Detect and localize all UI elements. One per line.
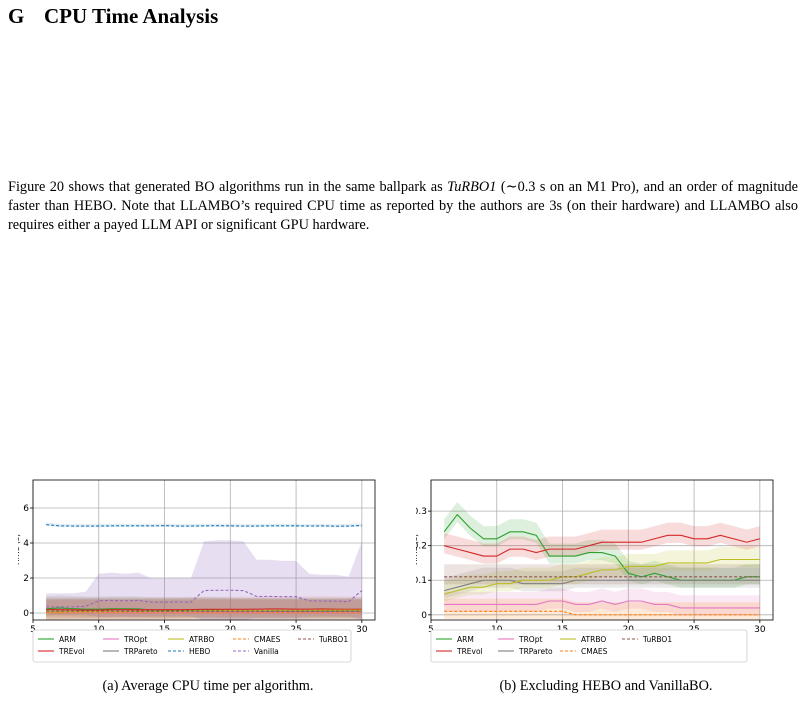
series-line-trevol: [46, 608, 362, 611]
chart-a: 510152025300246Time (s)ARMTREvolTROptTRP…: [18, 479, 376, 663]
legend-label-tropt: TROpt: [123, 635, 147, 644]
y-tick-label: 0.1: [416, 576, 427, 586]
legend-label-arm: ARM: [457, 635, 474, 644]
x-tick-label: 30: [356, 625, 368, 635]
body-paragraph: Figure 20 shows that generated BO algori…: [8, 178, 798, 235]
section-heading: G CPU Time Analysis: [8, 4, 218, 29]
caption-b: (b) Excluding HEBO and VanillaBO.: [499, 678, 713, 694]
x-tick-label: 30: [754, 625, 766, 635]
band-arm: [444, 501, 760, 588]
legend-label-turbo1: TuRBO1: [318, 635, 348, 644]
legend-label-trpareto: TRPareto: [123, 647, 158, 656]
series-line-vanilla: [46, 589, 363, 608]
band-hebo: [46, 522, 362, 528]
y-axis-label: Time (s): [416, 534, 419, 568]
y-tick-label: 4: [23, 539, 29, 549]
band-tropt: [444, 588, 760, 616]
caption-a: (a) Average CPU time per algorithm.: [102, 678, 314, 694]
plot-frame: [32, 479, 376, 621]
legend-label-trevol: TREvol: [456, 647, 483, 656]
series-line-trevol: [444, 534, 760, 557]
paragraph-italic: TuRBO1: [447, 179, 497, 195]
y-tick-label: 0: [421, 611, 427, 621]
plot-frame: [430, 479, 774, 621]
figure-panel-a: 510152025300246Time (s)ARMTREvolTROptTRP…: [18, 474, 398, 704]
band-trevol: [444, 522, 760, 564]
legend-box: [430, 629, 748, 663]
band-atrbo: [46, 597, 362, 620]
y-axis-label: Time (s): [18, 534, 21, 568]
y-tick-label: 0.3: [416, 507, 427, 517]
section-number: G: [8, 4, 25, 28]
series-line-atrbo: [444, 558, 760, 595]
band-atrbo: [444, 546, 760, 602]
section-title: CPU Time Analysis: [44, 4, 219, 28]
legend-label-cmaes: CMAES: [581, 647, 608, 656]
legend-label-hebo: HEBO: [189, 647, 210, 656]
series-line-hebo: [46, 524, 362, 527]
band-turbo1: [46, 598, 362, 619]
y-tick-label: 2: [23, 574, 29, 584]
band-trpareto: [444, 567, 760, 599]
legend-label-cmaes: CMAES: [254, 635, 281, 644]
y-tick-label: 6: [23, 504, 29, 514]
legend-label-trevol: TREvol: [58, 647, 85, 656]
y-tick-label: 0: [23, 609, 29, 619]
legend-box: [32, 629, 352, 663]
legend-label-trpareto: TRPareto: [518, 647, 553, 656]
band-vanilla: [46, 540, 362, 620]
x-tick-label: 5: [428, 625, 434, 635]
legend-label-arm: ARM: [59, 635, 76, 644]
legend-label-tropt: TROpt: [518, 635, 542, 644]
y-tick-label: 0.2: [416, 542, 427, 552]
paragraph-part1: Figure 20 shows that generated BO algori…: [8, 179, 448, 195]
paragraph-part2: (∼0.3 s on an M1 Pro), and an order of m…: [8, 179, 798, 233]
series-line-trpareto: [444, 579, 760, 592]
legend-label-atrbo: ATRBO: [581, 635, 606, 644]
series-line-cmaes: [444, 610, 760, 616]
legend-label-vanilla: Vanilla: [254, 647, 279, 656]
band-turbo1: [444, 564, 760, 585]
series-line-tropt: [444, 600, 760, 609]
legend-label-turbo1: TuRBO1: [642, 635, 672, 644]
x-tick-label: 5: [30, 625, 36, 635]
legend-label-atrbo: ATRBO: [189, 635, 214, 644]
